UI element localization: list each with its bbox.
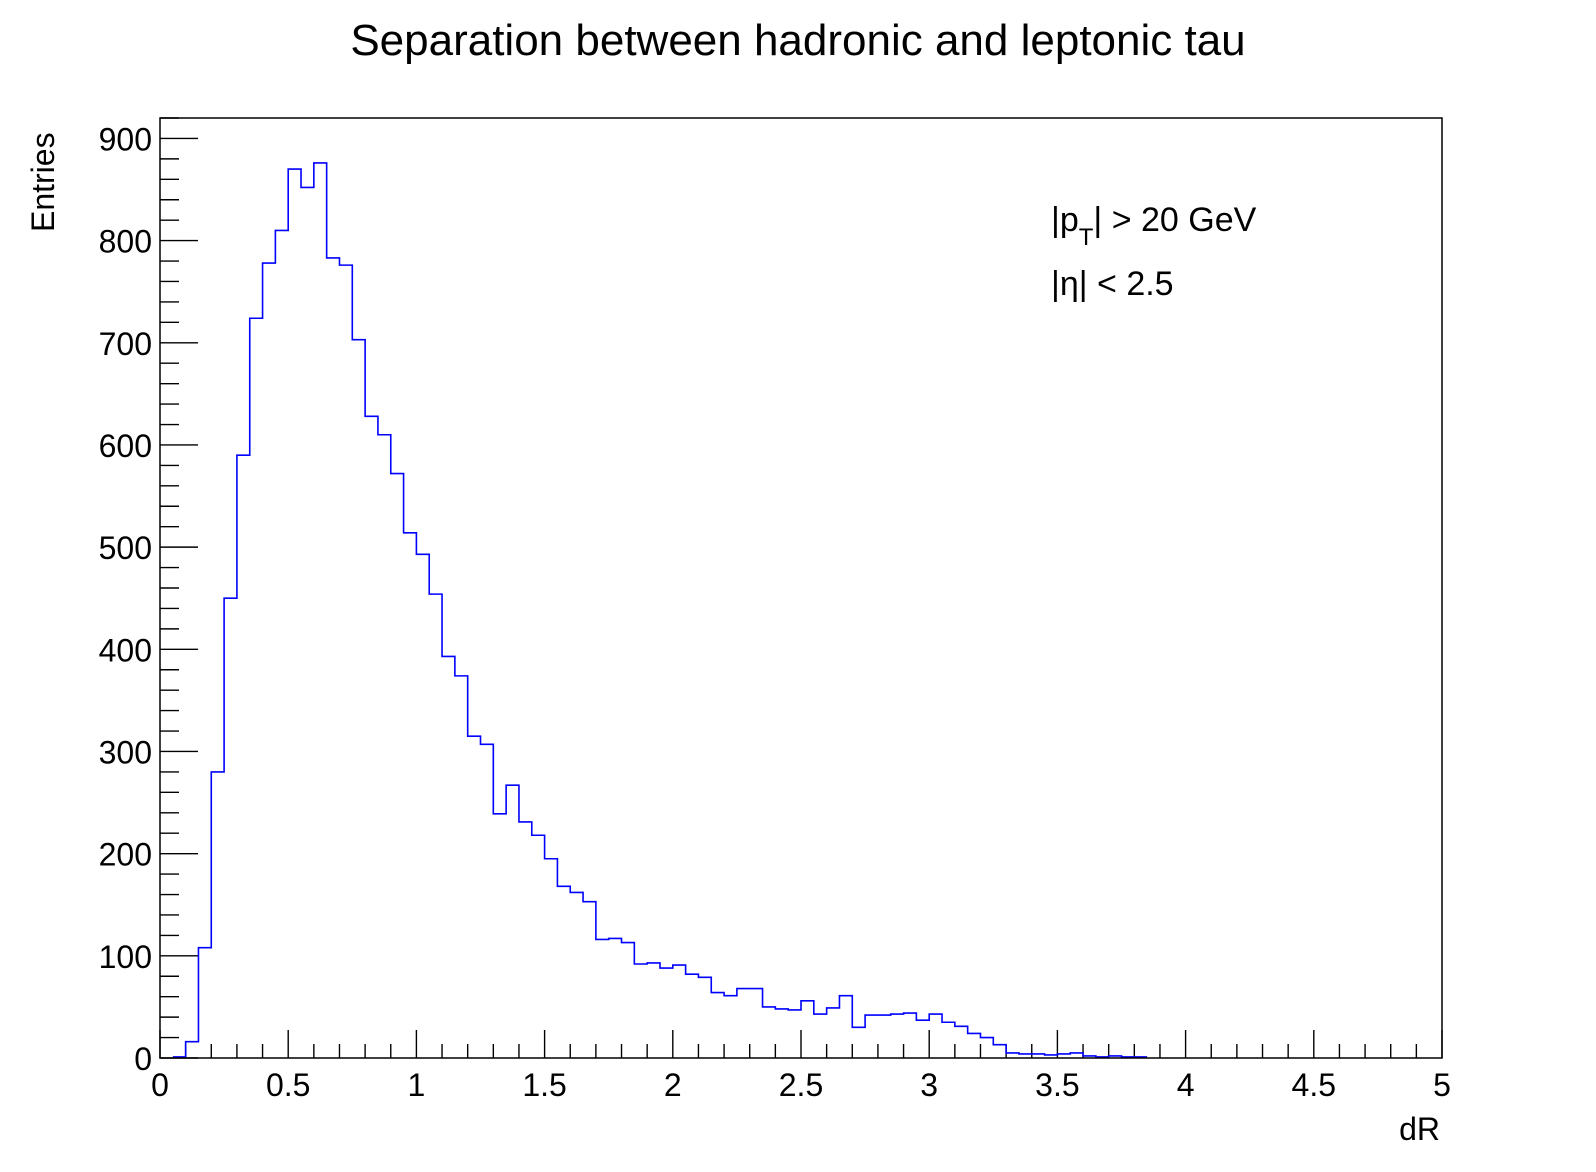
x-tick-label: 0	[151, 1067, 169, 1103]
chart-title: Separation between hadronic and leptonic…	[350, 16, 1245, 65]
x-tick-label: 0.5	[266, 1067, 310, 1103]
x-tick-label: 4	[1177, 1067, 1195, 1103]
y-tick-label: 900	[99, 121, 152, 157]
y-tick-label: 400	[99, 632, 152, 668]
x-axis-label: dR	[1399, 1111, 1440, 1147]
histogram-series-line	[172, 162, 1148, 1058]
x-tick-label: 1.5	[522, 1067, 566, 1103]
y-tick-label: 700	[99, 326, 152, 362]
y-tick-label: 800	[99, 224, 152, 260]
x-axis-ticks	[159, 1030, 1443, 1058]
x-tick-label: 5	[1433, 1067, 1451, 1103]
x-tick-label: 4.5	[1292, 1067, 1336, 1103]
y-axis-label: Entries	[25, 132, 61, 232]
annotation-eta-cut: |η| < 2.5	[1051, 265, 1174, 303]
y-tick-label: 100	[99, 939, 152, 975]
y-tick-label: 0	[134, 1041, 152, 1077]
y-tick-label: 200	[99, 837, 152, 873]
x-axis-tick-labels: 0 0.5 1 1.5 2 2.5 3 3.5 4 4.5 5	[151, 1067, 1451, 1103]
x-tick-label: 1	[408, 1067, 426, 1103]
plot-frame	[159, 117, 1443, 1059]
x-tick-label: 3.5	[1035, 1067, 1079, 1103]
annotation-pt-cut: |pT| > 20 GeV	[1051, 201, 1257, 251]
y-axis-ticks	[160, 117, 198, 1059]
x-tick-label: 2.5	[779, 1067, 823, 1103]
y-axis-tick-labels: 0 100 200 300 400 500 600 700 800 900	[99, 121, 152, 1077]
x-tick-label: 3	[920, 1067, 938, 1103]
y-tick-label: 500	[99, 530, 152, 566]
y-tick-label: 300	[99, 734, 152, 770]
x-tick-label: 2	[664, 1067, 682, 1103]
y-tick-label: 600	[99, 428, 152, 464]
